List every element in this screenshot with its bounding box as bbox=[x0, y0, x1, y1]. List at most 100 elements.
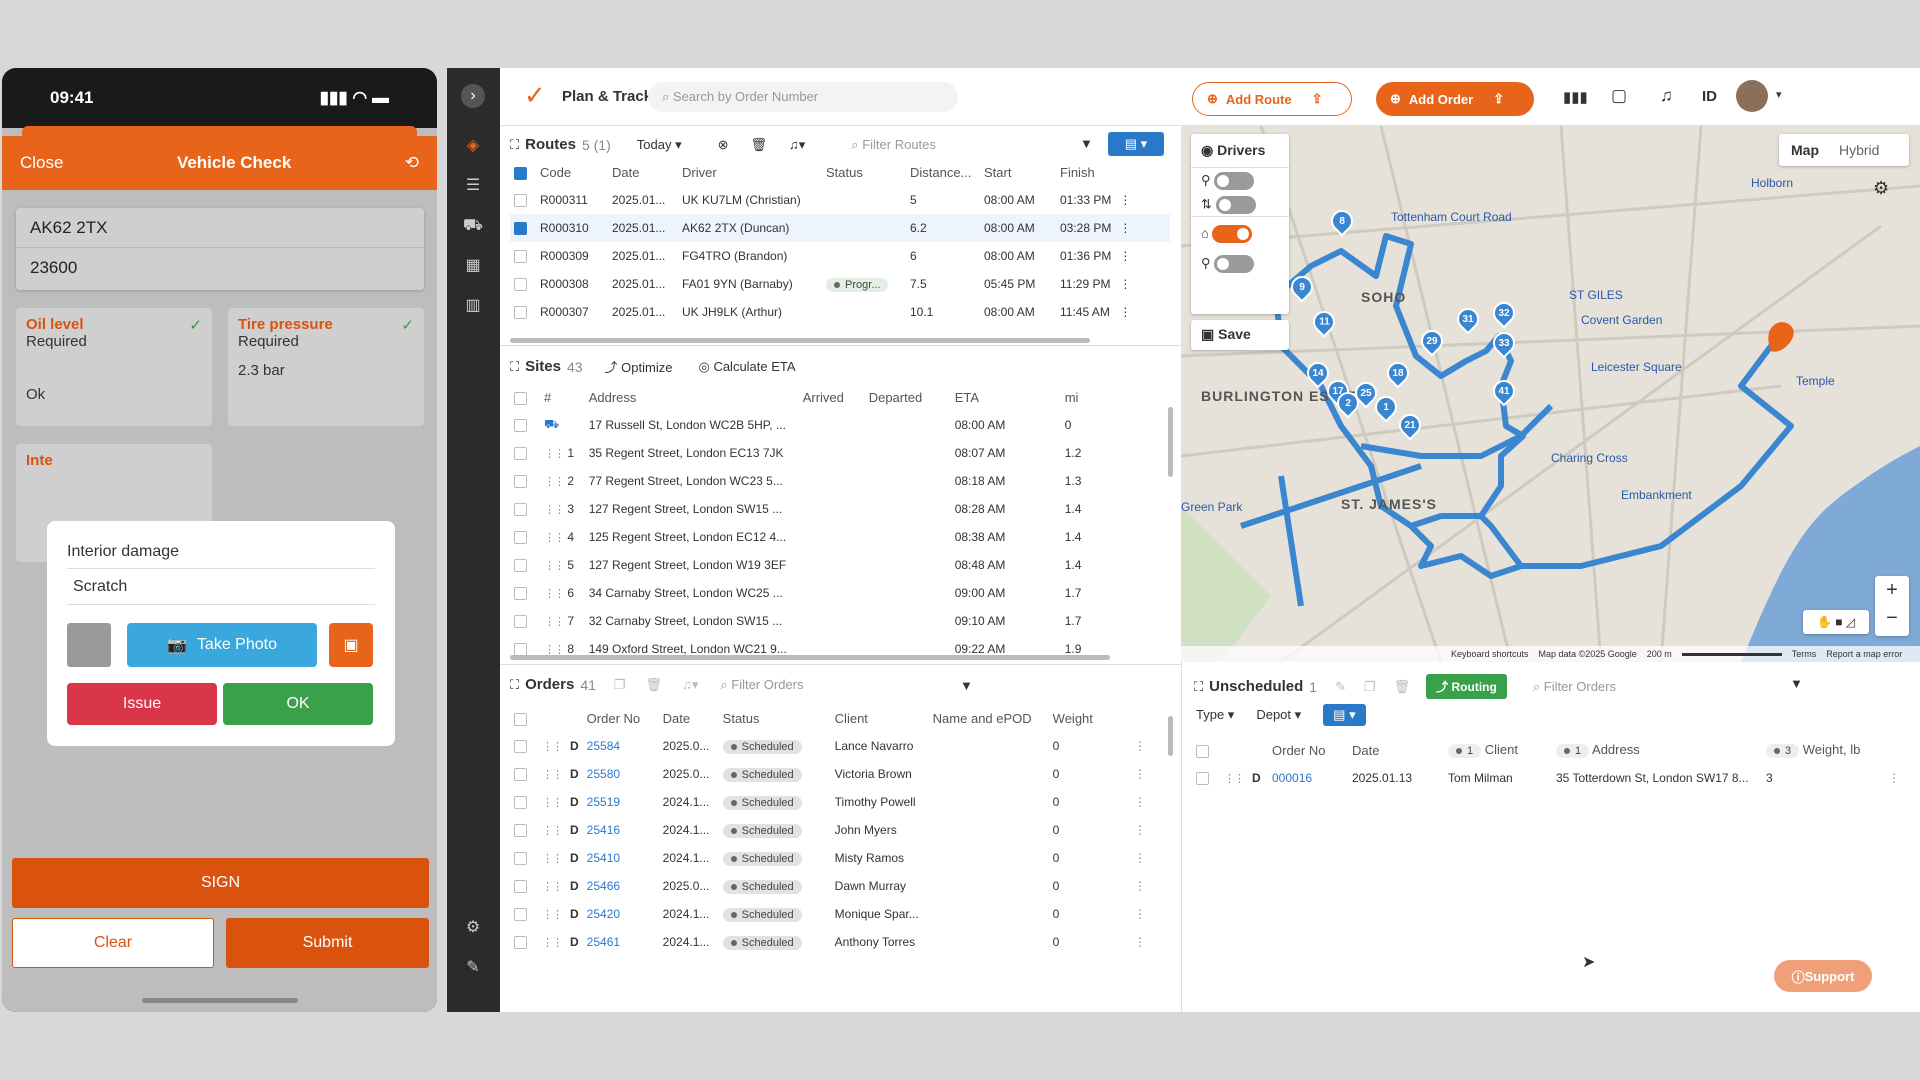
table-row[interactable]: ⋮⋮ 2 77 Regent Street, London WC23 5... … bbox=[510, 467, 1150, 495]
table-row[interactable]: R000308 2025.01... FA01 9YN (Barnaby) Pr… bbox=[510, 270, 1170, 298]
upload-icon[interactable]: ⇪ bbox=[1493, 91, 1505, 106]
vertical-scrollbar[interactable] bbox=[1168, 716, 1173, 756]
row-checkbox[interactable] bbox=[514, 615, 527, 629]
show-locations-toggle[interactable] bbox=[1214, 255, 1255, 273]
route-icon[interactable]: ◈ bbox=[466, 137, 480, 154]
row-checkbox[interactable] bbox=[514, 824, 527, 838]
row-checkbox[interactable] bbox=[514, 194, 527, 208]
chevron-down-icon[interactable]: ▾ bbox=[1776, 89, 1782, 101]
drag-handle-icon[interactable]: ⋮⋮ bbox=[542, 937, 563, 949]
table-row[interactable]: ⋮⋮ D 000016 2025.01.13 Tom Milman 35 Tot… bbox=[1192, 764, 1912, 792]
export-dropdown-button[interactable]: ▤ ▾ bbox=[1323, 704, 1366, 726]
zoom-out-button[interactable]: − bbox=[1886, 607, 1898, 629]
vertical-scrollbar[interactable] bbox=[1168, 407, 1173, 477]
period-select[interactable]: Today ▾ bbox=[636, 136, 682, 152]
order-number-link[interactable]: 25420 bbox=[586, 907, 621, 921]
order-number-link[interactable]: 25584 bbox=[586, 739, 621, 753]
row-checkbox[interactable] bbox=[514, 503, 527, 517]
upload-icon[interactable]: ⇪ bbox=[1311, 91, 1323, 106]
edit-icon[interactable]: ✎ bbox=[1335, 678, 1346, 694]
drag-handle-icon[interactable]: ⋮⋮ bbox=[542, 909, 563, 921]
row-checkbox[interactable] bbox=[514, 559, 527, 573]
tile-oil-level[interactable]: Oil level Required ✓ Ok bbox=[16, 308, 212, 426]
routing-button[interactable]: ⤴ Routing bbox=[1426, 674, 1507, 699]
table-row[interactable]: ⋮⋮ 5 127 Regent Street, London W19 3EF 0… bbox=[510, 551, 1150, 579]
route-map[interactable]: Tottenham Court Road Holborn Covent Garden… bbox=[1181, 126, 1920, 662]
table-row[interactable]: R000311 2025.01... UK KU7LM (Christian) … bbox=[510, 186, 1170, 214]
sign-button[interactable]: SIGN bbox=[12, 858, 429, 908]
table-row[interactable]: ⋮⋮ 6 34 Carnaby Street, London WC25 ... … bbox=[510, 579, 1150, 607]
table-row[interactable]: ⋮⋮ D 25584 2025.0... Scheduled Lance Nav… bbox=[510, 732, 1150, 760]
gallery-button[interactable]: ▣ bbox=[329, 623, 373, 667]
depot-filter[interactable]: Depot ▾ bbox=[1256, 707, 1302, 722]
row-checkbox[interactable] bbox=[514, 250, 527, 264]
table-row[interactable]: ⋮⋮ 3 127 Regent Street, London SW15 ... … bbox=[510, 495, 1150, 523]
row-menu-icon[interactable]: ⋮ bbox=[1119, 305, 1132, 319]
calendar-icon[interactable]: ▦ bbox=[465, 257, 481, 274]
table-row[interactable]: ⋮⋮ D 25461 2024.1... Scheduled Anthony T… bbox=[510, 928, 1150, 956]
square-icon[interactable]: ■ bbox=[1835, 615, 1843, 629]
row-checkbox[interactable] bbox=[514, 222, 527, 236]
photo-thumbnail[interactable] bbox=[67, 623, 111, 667]
row-menu-icon[interactable]: ⋮ bbox=[1888, 771, 1900, 785]
row-checkbox[interactable] bbox=[514, 768, 527, 782]
row-checkbox[interactable] bbox=[514, 419, 527, 433]
map-type-map[interactable]: Map bbox=[1791, 142, 1819, 158]
filter-unscheduled-input[interactable]: ⌕ Filter Orders bbox=[1532, 678, 1616, 694]
close-button[interactable]: Close bbox=[20, 153, 64, 172]
hand-icon[interactable]: ✋ bbox=[1816, 615, 1832, 629]
bell-icon[interactable]: ♫ bbox=[1660, 86, 1673, 105]
select-all-checkbox[interactable] bbox=[514, 712, 527, 726]
show-routes-toggle[interactable] bbox=[1215, 196, 1256, 214]
row-checkbox[interactable] bbox=[514, 447, 527, 461]
table-row[interactable]: ⋮⋮ D 25410 2024.1... Scheduled Misty Ram… bbox=[510, 844, 1150, 872]
horizontal-scrollbar[interactable] bbox=[510, 338, 1090, 343]
drag-handle-icon[interactable]: ⋮⋮ bbox=[544, 504, 565, 516]
filter-orders-input[interactable]: ⌕ Filter Orders bbox=[720, 676, 804, 692]
row-checkbox[interactable] bbox=[514, 796, 527, 810]
row-menu-icon[interactable]: ⋮ bbox=[1134, 767, 1146, 781]
support-button[interactable]: ⓘ Support bbox=[1774, 960, 1872, 992]
row-checkbox[interactable] bbox=[514, 278, 527, 292]
drag-handle-icon[interactable]: ⋮⋮ bbox=[542, 797, 563, 809]
order-number-link[interactable]: 25466 bbox=[586, 879, 621, 893]
row-menu-icon[interactable]: ⋮ bbox=[1134, 739, 1146, 753]
row-checkbox[interactable] bbox=[1196, 772, 1209, 786]
table-row[interactable]: ⋮⋮ D 25519 2024.1... Scheduled Timothy P… bbox=[510, 788, 1150, 816]
issue-button[interactable]: Issue bbox=[67, 683, 217, 725]
funnel-icon[interactable]: ▼ bbox=[1790, 676, 1803, 691]
radio-icon[interactable]: ◉ bbox=[1201, 142, 1218, 158]
chat-icon[interactable]: ▢ bbox=[1611, 86, 1628, 105]
table-row[interactable]: R000309 2025.01... FG4TRO (Brandon) 6 08… bbox=[510, 242, 1170, 270]
show-depots-toggle[interactable] bbox=[1212, 225, 1253, 243]
row-checkbox[interactable] bbox=[514, 306, 527, 320]
table-row[interactable]: ⋮⋮ D 25420 2024.1... Scheduled Monique S… bbox=[510, 900, 1150, 928]
vehicle-icon[interactable]: ⛟ bbox=[462, 217, 484, 234]
ok-button[interactable]: OK bbox=[223, 683, 373, 725]
drag-handle-icon[interactable]: ⋮⋮ bbox=[544, 448, 565, 460]
funnel-icon[interactable]: ▼ bbox=[1080, 136, 1093, 151]
show-pins-toggle[interactable] bbox=[1214, 172, 1255, 190]
report-error-link[interactable]: Report a map error bbox=[1826, 649, 1903, 659]
polygon-icon[interactable]: ◿ bbox=[1845, 615, 1856, 629]
funnel-icon[interactable]: ▼ bbox=[960, 678, 973, 693]
table-row[interactable]: ⋮⋮ 8 149 Oxford Street, London WC21 9...… bbox=[510, 635, 1150, 663]
select-all-checkbox[interactable] bbox=[514, 166, 527, 180]
table-row[interactable]: R000307 2025.01... UK JH9LK (Arthur) 10.… bbox=[510, 298, 1170, 326]
table-row[interactable]: ⋮⋮ 1 35 Regent Street, London EC13 7JK 0… bbox=[510, 439, 1150, 467]
table-row[interactable]: ⋮⋮ 7 32 Carnaby Street, London SW15 ... … bbox=[510, 607, 1150, 635]
drag-handle-icon[interactable]: ⋮⋮ bbox=[544, 588, 565, 600]
export-dropdown-button[interactable]: ▤ ▾ bbox=[1108, 132, 1164, 156]
row-checkbox[interactable] bbox=[514, 852, 527, 866]
drag-handle-icon[interactable]: ⋮⋮ bbox=[542, 741, 563, 753]
table-row[interactable]: R000310 2025.01... AK62 2TX (Duncan) 6.2… bbox=[510, 214, 1170, 242]
expand-pane-icon[interactable]: ⛶ bbox=[510, 676, 520, 692]
analytics-icon[interactable]: ▥ bbox=[465, 297, 481, 314]
expand-pane-icon[interactable]: ⛶ bbox=[510, 358, 520, 374]
damage-input[interactable]: Scratch bbox=[67, 569, 375, 605]
drag-handle-icon[interactable]: ⋮⋮ bbox=[544, 560, 565, 572]
row-checkbox[interactable] bbox=[514, 475, 527, 489]
row-menu-icon[interactable]: ⋮ bbox=[1119, 277, 1132, 291]
trash-icon[interactable]: 🗑 bbox=[750, 136, 768, 152]
expand-pane-icon[interactable]: ⛶ bbox=[1194, 678, 1204, 694]
